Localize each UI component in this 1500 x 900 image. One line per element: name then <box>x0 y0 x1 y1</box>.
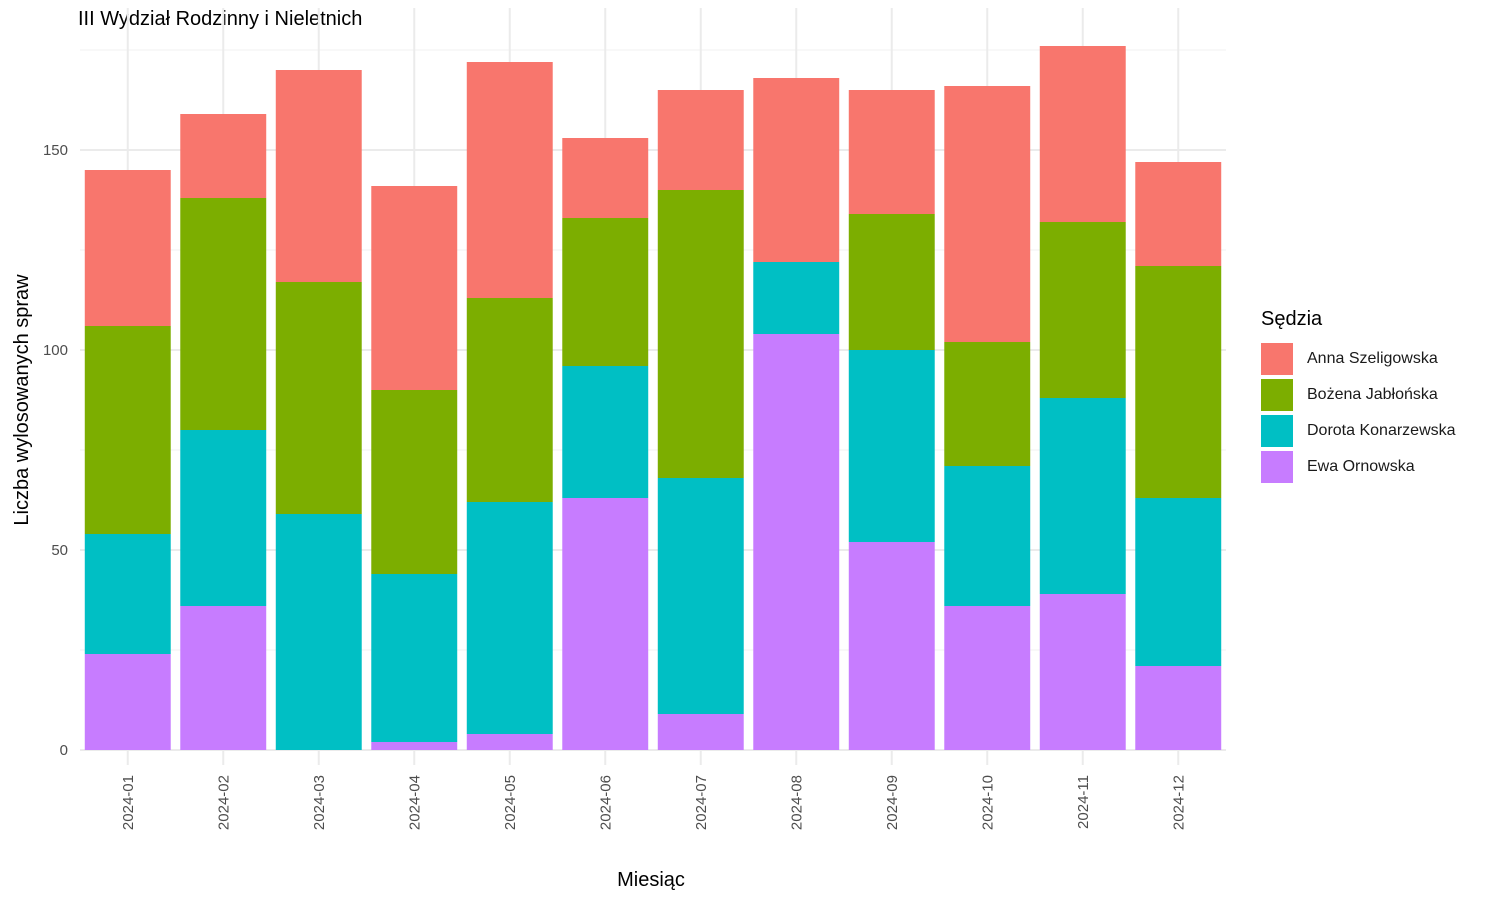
legend-label: Bożena Jabłońska <box>1307 386 1438 403</box>
x-axis-ticks: 2024-01 2024-02 2024-03 2024-04 2024-05 2024-… <box>120 775 1188 830</box>
y-axis-ticks: 0 50 100 150 <box>43 142 68 759</box>
bar-segment <box>84 534 171 654</box>
bar-segment <box>753 262 840 334</box>
bar-segment <box>848 90 935 214</box>
x-tick-label: 2024-08 <box>788 775 805 830</box>
legend-swatch <box>1261 415 1293 447</box>
legend-item: Bożena Jabłońska <box>1261 377 1456 413</box>
x-tick-label: 2024-02 <box>215 775 232 830</box>
legend-label: Anna Szeligowska <box>1307 350 1438 367</box>
bar-segment <box>753 78 840 262</box>
bar-segment <box>1039 222 1126 398</box>
bar-segment <box>848 542 935 750</box>
bar-segment <box>371 742 458 750</box>
y-tick-label: 0 <box>60 742 68 759</box>
x-tick-label: 2024-09 <box>884 775 901 830</box>
bars <box>84 46 1222 750</box>
legend-item: Dorota Konarzewska <box>1261 413 1456 449</box>
y-tick-label: 100 <box>43 342 68 359</box>
bar-segment <box>1135 162 1222 266</box>
bar-segment <box>562 218 649 366</box>
bar-segment <box>562 138 649 218</box>
x-tick-label: 2024-12 <box>1170 775 1187 830</box>
bar-segment <box>1135 266 1222 498</box>
bar-segment <box>466 62 553 298</box>
legend-swatch <box>1261 379 1293 411</box>
bar-segment <box>275 70 362 282</box>
bar-segment <box>562 498 649 750</box>
bar-segment <box>180 114 267 198</box>
x-tick-label: 2024-03 <box>311 775 328 830</box>
bar-segment <box>944 466 1031 606</box>
x-tick-label: 2024-04 <box>406 775 423 830</box>
bar-segment <box>1135 666 1222 750</box>
bar-segment <box>1039 398 1126 594</box>
bar-segment <box>753 334 840 750</box>
legend-item: Anna Szeligowska <box>1261 341 1456 377</box>
bar-segment <box>1039 46 1126 222</box>
legend-swatch <box>1261 451 1293 483</box>
legend: Sędzia Anna Szeligowska Bożena Jabłońska D… <box>1261 308 1456 485</box>
x-tick-label: 2024-06 <box>597 775 614 830</box>
bar-segment <box>466 502 553 734</box>
bar-segment <box>657 478 744 714</box>
bar-segment <box>275 282 362 514</box>
y-tick-label: 50 <box>51 542 68 559</box>
legend-title: Sędzia <box>1261 308 1323 330</box>
legend-label: Ewa Ornowska <box>1307 458 1415 475</box>
bar-segment <box>944 342 1031 466</box>
bar-segment <box>466 298 553 502</box>
bar-segment <box>562 366 649 498</box>
x-axis-label: Miesiąc <box>617 869 685 891</box>
x-tick-label: 2024-01 <box>120 775 137 830</box>
bar-segment <box>180 606 267 750</box>
bar-segment <box>657 714 744 750</box>
bar-segment <box>84 654 171 750</box>
y-tick-label: 150 <box>43 142 68 159</box>
bar-segment <box>371 390 458 574</box>
legend-swatch <box>1261 343 1293 375</box>
bar-segment <box>275 514 362 750</box>
bar-segment <box>371 574 458 742</box>
bar-segment <box>371 186 458 390</box>
bar-segment <box>84 326 171 534</box>
y-axis-label: Liczba wylosowanych spraw <box>11 274 33 526</box>
bar-segment <box>944 606 1031 750</box>
x-tick-label: 2024-07 <box>693 775 710 830</box>
x-tick-label: 2024-11 <box>1075 775 1092 829</box>
bar-segment <box>180 430 267 606</box>
bar-segment <box>1135 498 1222 666</box>
bar-segment <box>848 350 935 542</box>
legend-label: Dorota Konarzewska <box>1307 422 1456 439</box>
bar-segment <box>1039 594 1126 750</box>
bar-segment <box>466 734 553 750</box>
legend-item: Ewa Ornowska <box>1261 449 1456 485</box>
x-tick-label: 2024-10 <box>979 775 996 830</box>
bar-segment <box>84 170 171 326</box>
bar-segment <box>944 86 1031 342</box>
chart-title: III Wydział Rodzinny i Nieletnich <box>78 8 363 30</box>
bar-segment <box>848 214 935 350</box>
bar-segment <box>657 90 744 190</box>
bar-segment <box>180 198 267 430</box>
x-tick-label: 2024-05 <box>502 775 519 830</box>
bar-segment <box>657 190 744 478</box>
